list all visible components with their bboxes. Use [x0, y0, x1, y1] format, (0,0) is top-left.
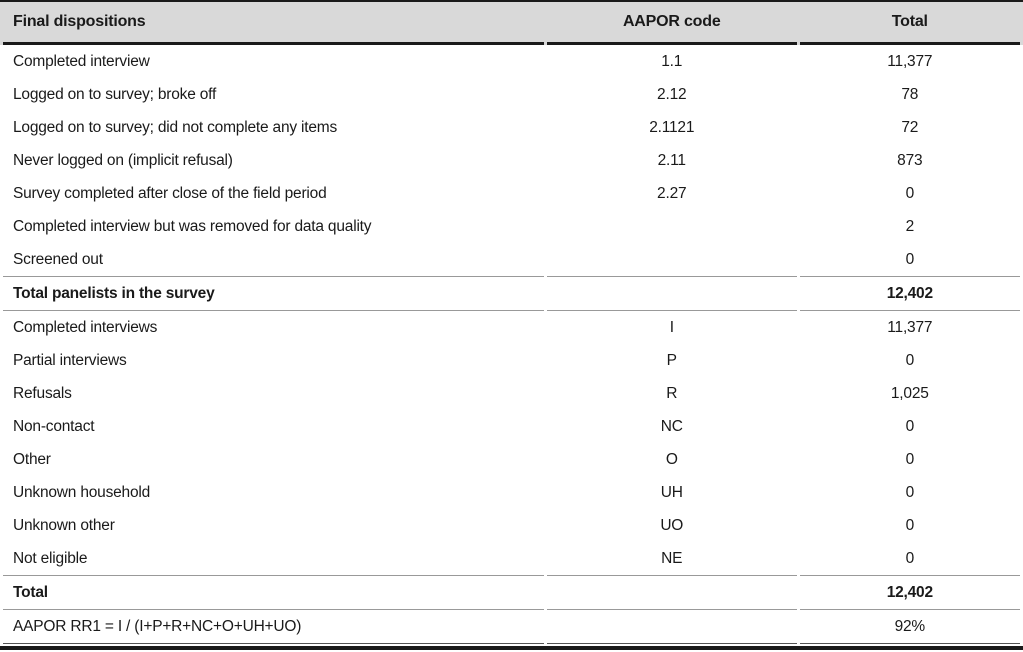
- cell-aapor-code: [546, 610, 797, 644]
- cell-aapor-code: 2.27: [657, 184, 687, 202]
- cell-final-disposition: Other: [13, 450, 51, 468]
- cell-total: 0: [905, 184, 915, 202]
- table-row: Survey completed after close of the fiel…: [3, 177, 1020, 210]
- cell-total: 0: [905, 250, 915, 268]
- cell-aapor-code: [547, 210, 797, 243]
- cell-aapor-code: [546, 575, 797, 610]
- cell-total: 12,402: [799, 575, 1020, 610]
- table-row: Logged on to survey; broke off 2.12 78: [3, 78, 1020, 111]
- cell-final-disposition: Unknown other: [13, 516, 115, 534]
- cell-total: 0: [905, 450, 915, 468]
- cell-aapor-code: 2.11: [657, 151, 686, 169]
- cell-final-disposition: Total: [3, 575, 544, 610]
- table-row: Non-contact NC 0: [3, 410, 1020, 443]
- cell-final-disposition: AAPOR RR1 = I / (I+P+R+NC+O+UH+UO): [3, 610, 544, 644]
- table-row: Partial interviews P 0: [3, 344, 1020, 377]
- column-header-final-dispositions: Final dispositions: [3, 2, 544, 45]
- cell-aapor-code: 2.12: [657, 85, 687, 103]
- cell-final-disposition: Completed interview: [13, 52, 150, 70]
- cell-aapor-code: 1.1: [661, 52, 683, 70]
- table-row: Unknown household UH 0: [3, 476, 1020, 509]
- cell-total: 72: [901, 118, 919, 136]
- cell-final-disposition: Survey completed after close of the fiel…: [13, 184, 327, 202]
- table-row: Unknown other UO 0: [3, 509, 1020, 542]
- table-row: Not eligible NE 0: [3, 542, 1020, 575]
- cell-final-disposition: Not eligible: [13, 549, 88, 567]
- cell-aapor-code: UH: [660, 483, 683, 501]
- cell-aapor-code: I: [669, 318, 674, 336]
- cell-total: 0: [905, 351, 915, 369]
- table-row: Screened out 0: [3, 243, 1020, 276]
- column-header-aapor-code: AAPOR code: [546, 2, 797, 45]
- cell-final-disposition: Total panelists in the survey: [3, 276, 544, 311]
- cell-total: 0: [905, 516, 915, 534]
- cell-final-disposition: Partial interviews: [13, 351, 127, 369]
- cell-final-disposition: Never logged on (implicit refusal): [13, 151, 233, 169]
- cell-aapor-code: NC: [660, 417, 683, 435]
- cell-final-disposition: Screened out: [13, 250, 103, 268]
- cell-total: 12,402: [799, 276, 1020, 311]
- cell-final-disposition: Non-contact: [13, 417, 95, 435]
- cell-aapor-code: UO: [660, 516, 684, 534]
- table-row: Never logged on (implicit refusal) 2.11 …: [3, 144, 1020, 177]
- cell-final-disposition: Refusals: [13, 384, 72, 402]
- table-row: Completed interview but was removed for …: [3, 210, 1020, 243]
- table-row: Completed interviews I 11,377: [3, 311, 1020, 344]
- cell-aapor-code: P: [666, 351, 677, 369]
- cell-aapor-code: [546, 276, 797, 311]
- table-row: Total panelists in the survey 12,402: [3, 276, 1020, 311]
- cell-final-disposition: Completed interview but was removed for …: [13, 217, 372, 235]
- cell-total: 0: [905, 417, 915, 435]
- table-row: Refusals R 1,025: [3, 377, 1020, 410]
- cell-final-disposition: Unknown household: [13, 483, 151, 501]
- cell-aapor-code: [547, 243, 797, 276]
- cell-aapor-code: R: [666, 384, 678, 402]
- cell-total: 0: [905, 483, 915, 501]
- cell-total: 92%: [799, 610, 1020, 644]
- table-row: Total 12,402: [3, 575, 1020, 610]
- cell-final-disposition: Logged on to survey; broke off: [13, 85, 217, 103]
- cell-total: 11,377: [887, 52, 933, 70]
- cell-total: 0: [905, 549, 915, 567]
- header-row: Final dispositions AAPOR code Total: [3, 2, 1020, 45]
- cell-total: 2: [905, 217, 915, 235]
- cell-aapor-code: NE: [661, 549, 683, 567]
- cell-total: 11,377: [887, 318, 933, 336]
- cell-final-disposition: Logged on to survey; did not complete an…: [13, 118, 338, 136]
- table-row: Other O 0: [3, 443, 1020, 476]
- table-row: Logged on to survey; did not complete an…: [3, 111, 1020, 144]
- table-row: AAPOR RR1 = I / (I+P+R+NC+O+UH+UO) 92%: [3, 610, 1020, 644]
- cell-final-disposition: Completed interviews: [13, 318, 158, 336]
- cell-total: 78: [901, 85, 919, 103]
- table-row: Completed interview 1.1 11,377: [3, 45, 1020, 78]
- cell-total: 1,025: [890, 384, 929, 402]
- cell-total: 873: [897, 151, 923, 169]
- cell-aapor-code: 2.1121: [649, 118, 695, 136]
- cell-aapor-code: O: [665, 450, 678, 468]
- column-header-total: Total: [799, 2, 1020, 45]
